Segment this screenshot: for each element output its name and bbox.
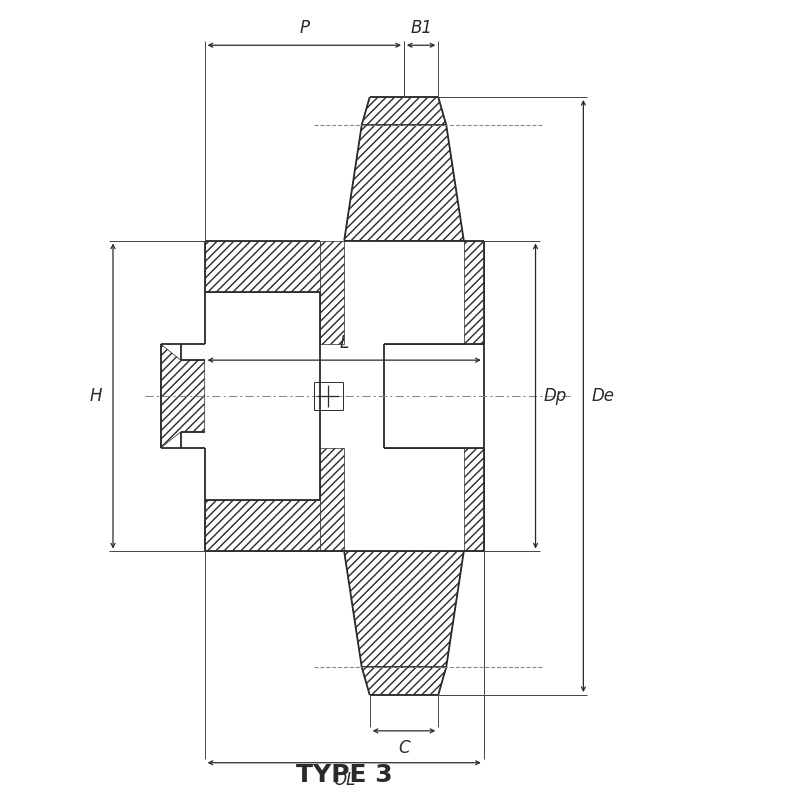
Polygon shape bbox=[344, 97, 464, 241]
Text: TYPE 3: TYPE 3 bbox=[296, 762, 393, 786]
Text: Dp: Dp bbox=[544, 387, 567, 405]
Text: OL: OL bbox=[333, 771, 355, 790]
Text: C: C bbox=[398, 739, 410, 758]
Polygon shape bbox=[384, 448, 484, 551]
Text: P: P bbox=[299, 18, 310, 37]
Polygon shape bbox=[205, 500, 320, 551]
Polygon shape bbox=[320, 241, 344, 344]
Text: L: L bbox=[339, 334, 349, 351]
Polygon shape bbox=[161, 344, 205, 448]
Text: H: H bbox=[90, 387, 102, 405]
Polygon shape bbox=[320, 448, 344, 551]
Polygon shape bbox=[344, 551, 464, 695]
Text: De: De bbox=[592, 387, 614, 405]
Polygon shape bbox=[205, 241, 320, 292]
Text: B1: B1 bbox=[410, 18, 432, 37]
Polygon shape bbox=[384, 241, 484, 344]
